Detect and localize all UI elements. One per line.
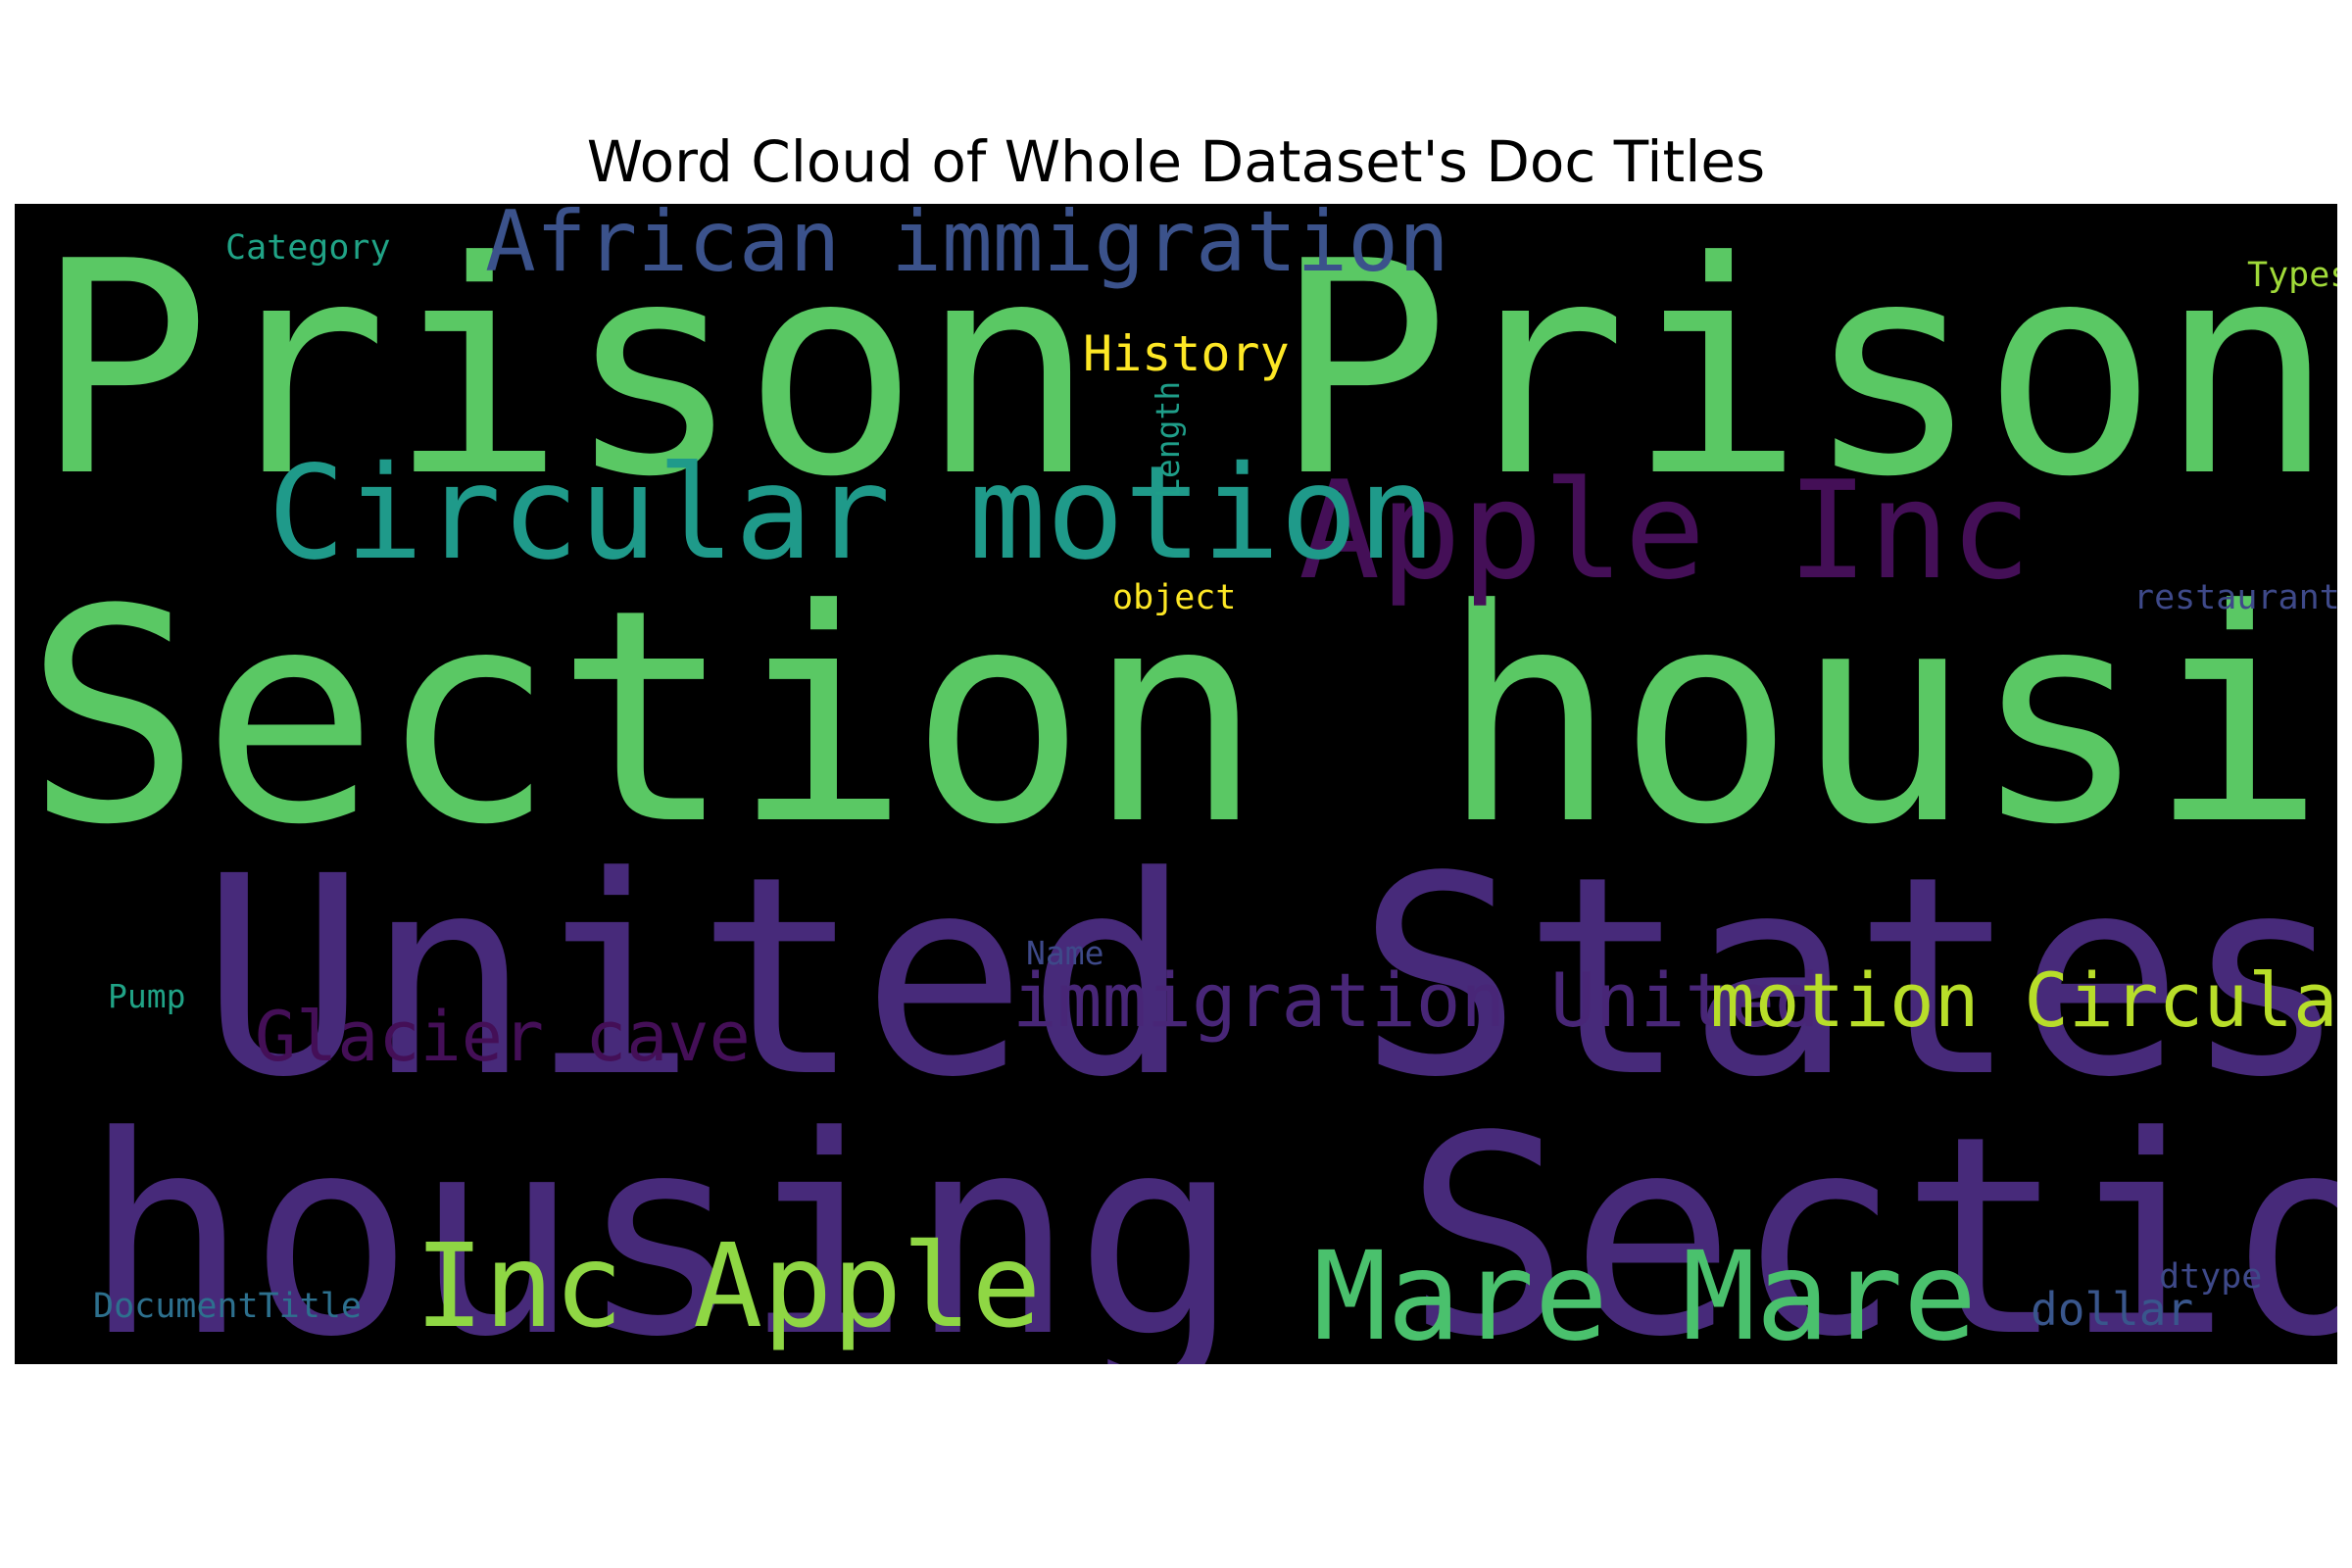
cloud-word-history: History xyxy=(1083,325,1290,382)
cloud-word-section-housing: Section housing xyxy=(24,547,2337,889)
cloud-word-name: Name xyxy=(1026,934,1104,972)
cloud-word-glacier-cave: Glacier cave xyxy=(255,997,751,1077)
cloud-word-prison-prison: Prison Prison xyxy=(34,204,2335,541)
cloud-word-african-immigration: African immigration xyxy=(485,204,1449,291)
cloud-word-circular-motion: Circular motion xyxy=(268,438,1437,589)
cloud-word-dtype: dtype xyxy=(2159,1257,2263,1297)
cloud-word-immigration-united: immigration United xyxy=(1012,956,1820,1044)
cloud-word-types: Types xyxy=(2247,256,2337,295)
cloud-word-documenttitle: DocumentTitle xyxy=(93,1287,362,1326)
cloud-word-mare-mare: Mare Mare xyxy=(1313,1226,1978,1364)
cloud-word-length: Length xyxy=(1149,380,1187,498)
chart-title: Word Cloud of Whole Dataset's Doc Titles xyxy=(586,128,1766,195)
cloud-word-housing-section: housing Section xyxy=(83,1078,2337,1364)
cloud-word-object: object xyxy=(1112,578,1237,617)
cloud-word-restaurants: restaurants xyxy=(2133,578,2337,617)
cloud-word-category: Category xyxy=(225,228,391,268)
cloud-word-motion-circular: motion Circular xyxy=(1710,956,2337,1044)
cloud-word-inc-apple: Inc Apple xyxy=(415,1218,1042,1353)
cloud-word-pump: Pump xyxy=(108,977,186,1015)
cloud-word-united-states: United States xyxy=(201,818,2337,1138)
cloud-word-apple-inc: Apple Inc xyxy=(1298,452,2032,610)
cloud-word-dollar: dollar xyxy=(2031,1283,2194,1336)
